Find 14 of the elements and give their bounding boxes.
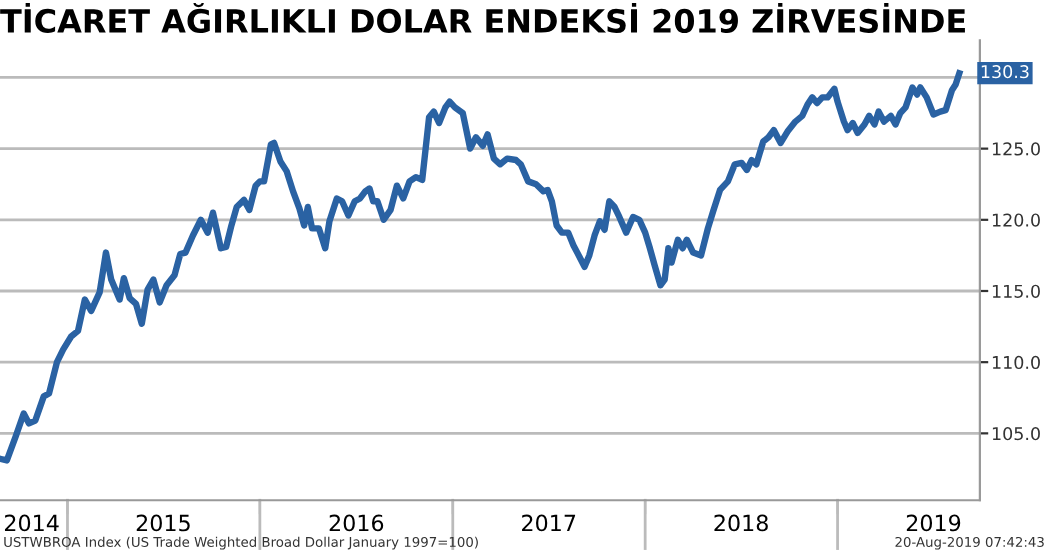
x-tick-label: 2018 <box>714 514 768 532</box>
y-tick-label: 125.0 <box>992 142 1040 156</box>
line-series <box>0 69 963 464</box>
x-tick-label: 2014 <box>4 514 59 532</box>
chart-title: TİCARET AĞIRLIKLI DOLAR ENDEKSİ 2019 ZİRVESİNDE <box>0 3 965 34</box>
x-tick-label: 2016 <box>329 514 384 532</box>
y-tick-label: 110.0 <box>992 355 1040 370</box>
x-tick-label: 2019 <box>906 514 961 532</box>
x-tick-label: 2015 <box>136 514 190 532</box>
y-tick-label: 120.0 <box>992 213 1040 227</box>
y-tick-label: 105.0 <box>992 427 1040 441</box>
y-tick-label: 115.0 <box>992 284 1040 298</box>
x-tick-label: 2017 <box>522 514 576 532</box>
annotation: 130.3 <box>981 65 1029 79</box>
